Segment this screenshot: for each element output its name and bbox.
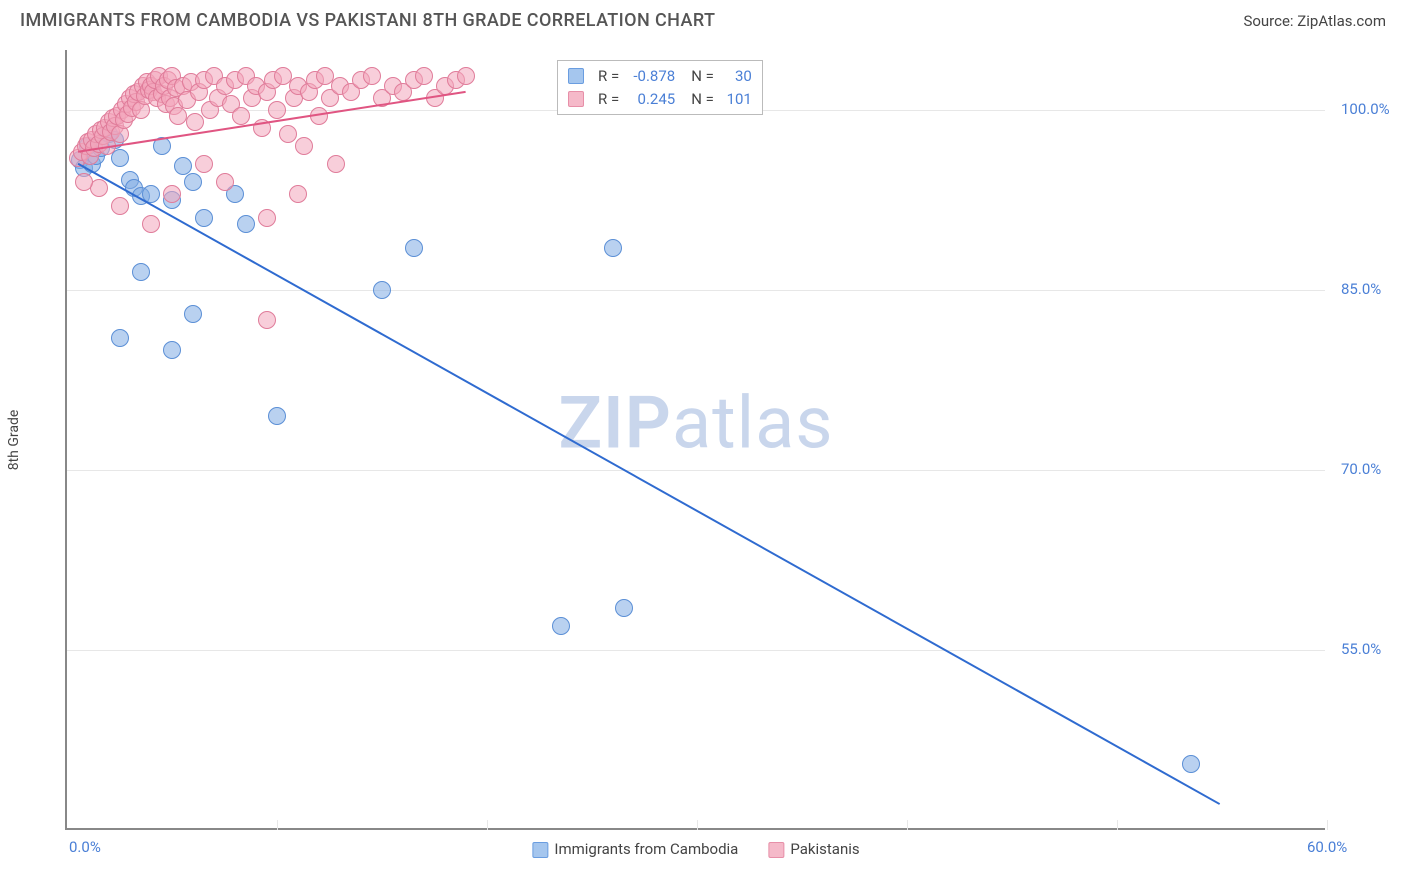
data-point [258,311,276,329]
data-point [457,67,475,85]
data-point [253,119,271,137]
x-tick-label: 60.0% [1307,838,1347,856]
x-tick-mark [487,820,488,830]
r-value: -0.878 [627,65,675,88]
x-tick-mark [277,820,278,830]
data-point [268,101,286,119]
data-point [604,239,622,257]
watermark-atlas: atlas [672,381,834,466]
data-point [163,185,181,203]
data-point [310,107,328,125]
x-tick-mark [697,820,698,830]
data-point [186,113,204,131]
n-label: N = [691,88,714,111]
data-point [184,305,202,323]
legend-swatch [568,91,584,107]
data-point [132,263,150,281]
n-label: N = [691,65,714,88]
data-point [169,107,187,125]
data-point [142,215,160,233]
data-point [363,67,381,85]
data-point [327,155,345,173]
x-tick-mark [907,820,908,830]
x-tick-mark [1117,820,1118,830]
source-name: ZipAtlas.com [1297,12,1386,30]
data-point [415,67,433,85]
r-label: R = [598,65,619,88]
stats-legend-row: R = 0.245 N = 101 [568,88,752,111]
data-point [195,209,213,227]
grid-line-h [67,470,1325,471]
data-point [195,155,213,173]
legend-swatch [568,68,584,84]
header: IMMIGRANTS FROM CAMBODIA VS PAKISTANI 8T… [0,0,1406,37]
data-point [1182,755,1200,773]
data-point [279,125,297,143]
series-legend-label: Pakistanis [790,840,859,858]
series-legend-item: Immigrants from Cambodia [532,840,738,858]
legend-swatch [532,842,548,858]
x-tick-label: 0.0% [69,838,101,856]
stats-legend: R = -0.878 N = 30 R = 0.245 N = 101 [557,60,763,115]
data-point [153,137,171,155]
y-axis-label: 8th Grade [6,410,22,471]
source-prefix: Source: [1243,12,1297,30]
watermark-zip: ZIP [558,381,671,466]
x-tick-mark [1327,820,1328,830]
series-legend-item: Pakistanis [768,840,859,858]
watermark: ZIPatlas [558,381,833,466]
data-point [373,281,391,299]
data-point [615,599,633,617]
data-point [268,407,286,425]
grid-line-h [67,290,1325,291]
r-value: 0.245 [627,88,675,111]
y-tick-label: 55.0% [1341,640,1381,658]
data-point [111,197,129,215]
data-point [163,341,181,359]
series-legend-label: Immigrants from Cambodia [554,840,738,858]
data-point [552,617,570,635]
data-point [258,209,276,227]
data-point [216,173,234,191]
trend-line [78,164,1220,804]
data-point [111,329,129,347]
source-label: Source: ZipAtlas.com [1243,12,1386,30]
data-point [289,185,307,203]
data-point [75,173,93,191]
y-tick-label: 100.0% [1341,100,1390,118]
legend-swatch [768,842,784,858]
plot-area: ZIPatlas 55.0%70.0%85.0%100.0%0.0%60.0%R… [65,50,1325,830]
data-point [295,137,313,155]
n-value: 101 [722,88,752,111]
data-point [237,215,255,233]
stats-legend-row: R = -0.878 N = 30 [568,65,752,88]
grid-line-h [67,650,1325,651]
r-label: R = [598,88,619,111]
data-point [405,239,423,257]
y-tick-label: 70.0% [1341,460,1381,478]
y-tick-label: 85.0% [1341,280,1381,298]
series-legend: Immigrants from Cambodia Pakistanis [532,840,859,858]
data-point [184,173,202,191]
chart-container: 8th Grade ZIPatlas 55.0%70.0%85.0%100.0%… [20,40,1386,840]
chart-title: IMMIGRANTS FROM CAMBODIA VS PAKISTANI 8T… [20,10,715,31]
data-point [232,107,250,125]
n-value: 30 [722,65,752,88]
data-point [142,185,160,203]
